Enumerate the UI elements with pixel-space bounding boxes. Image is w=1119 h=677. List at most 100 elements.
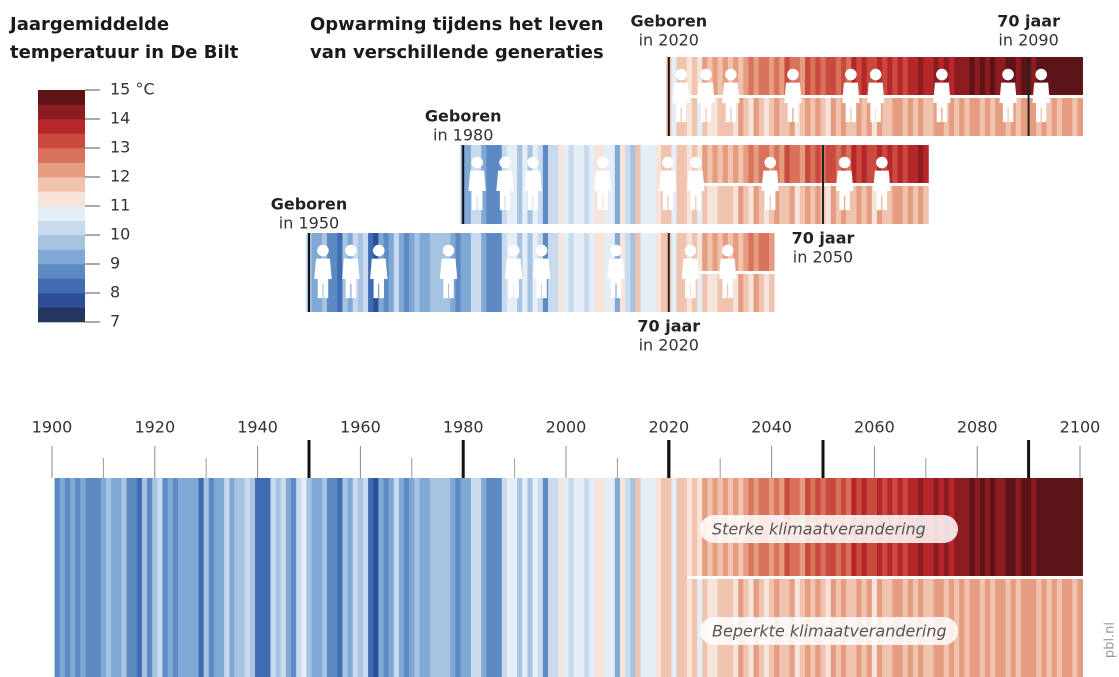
icon-body: [697, 82, 715, 123]
stripe: [702, 186, 708, 224]
stripe: [918, 98, 924, 136]
stripe: [794, 145, 801, 183]
stripe: [604, 233, 611, 312]
stripe: [979, 98, 986, 136]
stripe: [707, 233, 713, 271]
stripe: [1026, 478, 1032, 576]
stripe: [835, 57, 842, 95]
stripe: [815, 145, 821, 183]
stripe: [481, 233, 487, 312]
stripe: [830, 98, 837, 136]
x-tick-label: 2080: [957, 418, 998, 437]
person-icon: [842, 68, 860, 123]
stripe: [969, 57, 976, 95]
stripe: [398, 233, 405, 312]
stripe: [892, 186, 898, 224]
age-label: 70 jaar: [792, 229, 855, 248]
stripe: [738, 98, 744, 136]
stripe: [702, 233, 708, 271]
stripe: [625, 145, 631, 224]
icon-head: [876, 156, 888, 169]
stripe: [589, 478, 595, 677]
stripe: [650, 478, 657, 677]
stripe: [553, 478, 559, 677]
stripe: [517, 478, 523, 677]
stripe: [465, 233, 472, 312]
age-year-label: in 2090: [998, 31, 1058, 50]
stripe: [393, 478, 400, 677]
stripe: [974, 579, 981, 677]
stripe: [691, 478, 698, 576]
icon-head: [596, 156, 609, 169]
scenario-label: Beperkte klimaatverandering: [712, 622, 947, 641]
stripe: [198, 478, 205, 677]
stripe: [578, 145, 585, 224]
stripe: [496, 478, 503, 677]
stripe: [75, 478, 81, 677]
stripe: [722, 145, 729, 183]
scenario-divider: [698, 576, 1083, 579]
stripe: [548, 478, 554, 677]
stripe: [712, 186, 719, 224]
person-icon: [468, 156, 486, 211]
stripe: [810, 145, 816, 183]
stripe: [979, 478, 986, 576]
stripe: [774, 186, 780, 224]
legend-tick-label: 7: [110, 312, 120, 331]
stripe: [594, 478, 600, 677]
stripe: [959, 57, 965, 95]
stripe: [810, 186, 816, 224]
stripe: [928, 98, 934, 136]
scenario-label: Sterke klimaatverandering: [712, 520, 926, 539]
stripe: [131, 478, 138, 677]
x-tick-label: 2000: [546, 418, 587, 437]
icon-body: [524, 170, 542, 211]
stripe: [630, 145, 636, 224]
stripe: [866, 57, 873, 95]
stripe: [738, 233, 744, 271]
stripe: [717, 98, 724, 136]
icon-body: [1032, 82, 1050, 123]
stripe: [1005, 478, 1012, 576]
stripe: [501, 478, 508, 677]
stripe: [769, 57, 775, 95]
stripe: [542, 478, 549, 677]
stripe: [825, 186, 832, 224]
stripe: [527, 478, 533, 677]
stripe: [984, 579, 991, 677]
stripe: [717, 274, 724, 312]
stripe: [984, 57, 991, 95]
stripe: [640, 233, 647, 312]
stripe: [753, 57, 760, 95]
stripe: [779, 186, 785, 224]
stripe: [825, 98, 832, 136]
stripe: [717, 57, 724, 95]
stripe: [727, 145, 734, 183]
stripe: [856, 145, 862, 183]
stripe: [275, 478, 282, 677]
stripe: [470, 478, 477, 677]
stripe: [141, 478, 148, 677]
stripe: [558, 145, 564, 224]
stripe: [573, 478, 580, 677]
stripe: [311, 478, 318, 677]
stripe: [1010, 478, 1017, 576]
legend-tick-label: 14: [110, 109, 130, 128]
legend-swatch: [38, 119, 85, 134]
stripe: [337, 233, 343, 312]
x-tick-label: 1920: [134, 418, 175, 437]
stripe: [743, 57, 749, 95]
born-label: Geboren: [271, 195, 348, 214]
stripe: [419, 233, 426, 312]
stripe: [229, 478, 235, 677]
stripe: [969, 579, 976, 677]
stripe: [697, 478, 703, 576]
stripe: [193, 478, 199, 677]
stripe: [712, 274, 719, 312]
born-year-label: in 1980: [433, 126, 493, 145]
stripe: [959, 478, 965, 576]
stripe: [964, 57, 970, 95]
stripe: [887, 57, 893, 95]
stripe: [686, 186, 693, 224]
stripe: [357, 233, 364, 312]
